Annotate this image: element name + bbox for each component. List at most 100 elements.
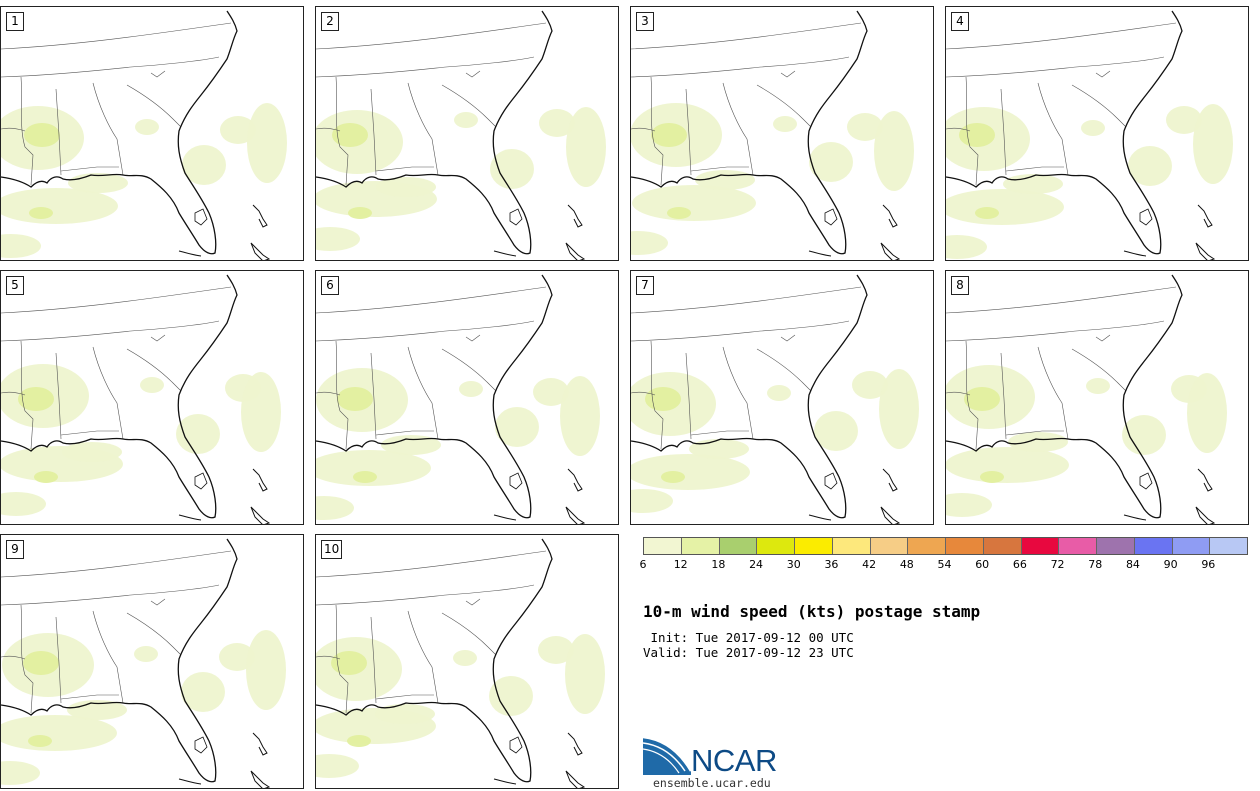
colorbar-swatch	[983, 538, 1022, 554]
state-boundary	[375, 694, 434, 700]
bahamas-island	[1197, 204, 1213, 228]
wind-speed-region	[533, 378, 569, 406]
init-time: Init: Tue 2017-09-12 00 UTC	[643, 630, 854, 645]
wind-speed-region	[809, 142, 853, 182]
state-boundary	[55, 352, 62, 440]
florida-keys	[1123, 514, 1147, 521]
state-boundary	[335, 340, 349, 450]
wind-speed-region	[1128, 146, 1172, 186]
wind-speed-region	[140, 377, 164, 393]
wind-speed-region	[490, 149, 534, 189]
bahamas-island	[882, 468, 898, 492]
wind-speed-region	[247, 103, 287, 183]
state-boundary	[20, 604, 34, 714]
lake-okeechobee	[824, 472, 838, 490]
state-boundary	[60, 430, 119, 436]
panel-number-label: 2	[321, 12, 339, 31]
colorbar-tick-label: 42	[862, 558, 877, 571]
wind-speed-map	[946, 274, 1227, 524]
colorbar-tick-label: 84	[1125, 558, 1140, 571]
wind-speed-region	[135, 119, 159, 135]
ncar-logo-text: NCAR	[691, 743, 777, 778]
colorbar-swatch	[1210, 538, 1247, 554]
state-boundary	[316, 320, 535, 342]
wind-speed-region	[946, 189, 1064, 225]
wind-speed-region	[946, 235, 987, 259]
colorbar-tick-label: 48	[899, 558, 914, 571]
colorbar-tick-label: 12	[673, 558, 688, 571]
state-boundary	[20, 340, 34, 450]
wind-speed-region	[332, 123, 368, 147]
state-boundary	[946, 286, 1177, 314]
wind-speed-region	[348, 207, 372, 219]
wind-speed-map	[1, 274, 281, 524]
ensemble-member-panel: 3	[630, 6, 934, 261]
state-boundary	[370, 616, 377, 704]
wind-speed-region	[134, 646, 158, 662]
wind-speed-region	[34, 471, 58, 483]
coastline	[1, 538, 238, 783]
ncar-logo-url: ensemble.ucar.edu	[653, 776, 771, 790]
ensemble-member-panel: 8	[945, 270, 1249, 525]
wind-speed-region	[1, 234, 41, 258]
ensemble-member-panel: 10	[315, 534, 619, 789]
state-boundary	[722, 82, 754, 176]
colorbar-swatch	[1172, 538, 1211, 554]
colorbar-swatch	[644, 538, 682, 554]
state-boundary	[631, 391, 656, 396]
wind-speed-region	[1003, 174, 1063, 194]
wind-speed-region	[975, 207, 999, 219]
wind-speed-region	[565, 634, 605, 714]
state-boundary	[946, 391, 971, 396]
wind-speed-region	[347, 735, 371, 747]
bahamas-island	[567, 468, 583, 492]
ncar-logo: NCAR ensemble.ucar.edu	[642, 735, 777, 790]
bahamas-island	[250, 506, 271, 524]
state-boundary	[965, 76, 979, 186]
wind-speed-region	[847, 113, 883, 141]
state-boundary	[1071, 348, 1127, 392]
bahamas-island	[882, 204, 898, 228]
state-boundary	[407, 82, 439, 176]
colorbar-swatch	[719, 538, 758, 554]
lake-okeechobee	[194, 736, 208, 754]
panel-number-label: 10	[321, 540, 343, 559]
wind-speed-region	[946, 447, 1069, 483]
florida-keys	[178, 250, 202, 257]
wind-speed-region	[453, 650, 477, 666]
state-boundary	[60, 166, 119, 172]
state-boundary	[150, 598, 166, 606]
wind-speed-region	[667, 207, 691, 219]
florida-keys	[493, 514, 517, 521]
ensemble-member-panel: 1	[0, 6, 304, 261]
state-boundary	[1095, 334, 1111, 342]
wind-speed-region	[566, 107, 606, 187]
lake-okeechobee	[824, 208, 838, 226]
wind-speed-region	[946, 493, 992, 517]
wind-speed-region	[1, 715, 117, 751]
state-boundary	[316, 56, 535, 78]
florida-keys	[808, 250, 832, 257]
colorbar-swatch	[832, 538, 871, 554]
colorbar-swatch	[1021, 538, 1060, 554]
wind-speed-region	[645, 387, 681, 411]
florida-keys	[493, 778, 517, 785]
wind-speed-region	[67, 700, 127, 720]
state-boundary	[1000, 88, 1007, 176]
state-boundary	[631, 127, 656, 132]
wind-speed-region	[1, 188, 118, 224]
colorbar-swatch	[681, 538, 720, 554]
state-boundary	[965, 340, 979, 450]
state-boundary	[126, 348, 182, 392]
colorbar-swatches	[643, 537, 1248, 555]
wind-speed-region	[176, 414, 220, 454]
coastline	[946, 10, 1183, 255]
state-boundary	[1, 391, 26, 396]
colorbar-swatch	[757, 538, 795, 554]
state-boundary	[780, 334, 796, 342]
state-boundary	[55, 616, 62, 704]
wind-speed-region	[62, 442, 122, 462]
state-boundary	[1005, 166, 1064, 172]
wind-speed-region	[1, 492, 46, 516]
state-boundary	[55, 88, 62, 176]
